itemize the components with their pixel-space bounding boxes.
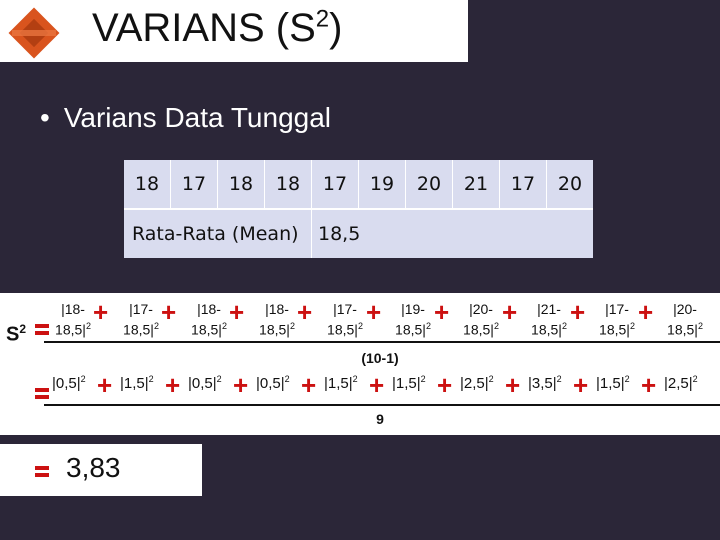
bullet-text: Varians Data Tunggal [63,102,332,133]
value-cell: 20 [546,160,593,210]
mean-row: Rata-Rata (Mean) 18,5 [124,209,593,258]
mean-value: 18,5 [318,223,361,245]
numerator-term: |20- 18,5|2 [463,301,499,338]
plus-icon: + [165,370,181,400]
values-row: 18 17 18 18 17 19 20 21 17 20 [124,160,593,210]
value-cell: 18 [264,160,312,210]
abs-term: |1,5|2 [596,374,630,392]
value-cell: 18 [124,160,171,210]
abs-term: |2,5|2 [460,374,494,392]
denominator-second: 9 [376,411,384,427]
value-cell: 18 [217,160,265,210]
numerator-term: |17- 18,5|2 [123,301,159,338]
plus-icon: + [437,370,453,400]
fraction-line [44,341,720,343]
result-box [0,444,202,496]
value-cell: 17 [311,160,359,210]
value-cell: 21 [452,160,500,210]
formula-panel [0,293,720,435]
plus-icon: + [502,297,518,327]
fraction-line [44,404,720,406]
plus-icon: + [570,297,586,327]
numerator-term: |19- 18,5|2 [395,301,431,338]
plus-icon: + [97,370,113,400]
plus-icon: + [233,370,249,400]
value-cell: 17 [170,160,218,210]
data-table: 18 17 18 18 17 19 20 21 17 20 Rata-Rata … [124,160,593,258]
numerator-term: |17- 18,5|2 [599,301,635,338]
value-cell: 19 [358,160,406,210]
equals-icon [35,466,49,477]
abs-term: |2,5|2 [664,374,698,392]
result-value: 3,83 [66,452,121,483]
bullet-heading: • Varians Data Tunggal [40,102,331,134]
plus-icon: + [505,370,521,400]
abs-term: |0,5|2 [188,374,222,392]
plus-icon: + [573,370,589,400]
bullet-dot: • [40,102,50,133]
value-cell: 20 [405,160,453,210]
value-cell: 17 [499,160,547,210]
abs-term: |1,5|2 [392,374,426,392]
abs-term: |1,5|2 [120,374,154,392]
numerator-term: |20- 18,5|2 [667,301,703,338]
plus-icon: + [161,297,177,327]
plus-icon: + [434,297,450,327]
plus-icon: + [369,370,385,400]
mean-label: Rata-Rata (Mean) [124,209,312,258]
numerator-term: |18- 18,5|2 [191,301,227,338]
plus-icon: + [638,297,654,327]
abs-term: |0,5|2 [256,374,290,392]
abs-term: |0,5|2 [52,374,86,392]
equals-icon [35,324,49,335]
plus-icon: + [229,297,245,327]
plus-icon: + [301,370,317,400]
numerator-term: |17- 18,5|2 [327,301,363,338]
denominator-first: (10-1) [361,350,399,366]
variance-symbol: S2 [6,322,27,346]
numerator-term: |18- 18,5|2 [259,301,295,338]
abs-term: |1,5|2 [324,374,358,392]
plus-icon: + [297,297,313,327]
numerator-term: |21- 18,5|2 [531,301,567,338]
equals-icon [35,388,49,399]
plus-icon: + [93,297,109,327]
abs-term: |3,5|2 [528,374,562,392]
diamond-logo-icon [8,7,60,59]
title-box: VARIANS (S2) [0,0,468,62]
plus-icon: + [641,370,657,400]
plus-icon: + [366,297,382,327]
page-title: VARIANS (S2) [92,5,343,50]
numerator-term: |18- 18,5|2 [55,301,91,338]
